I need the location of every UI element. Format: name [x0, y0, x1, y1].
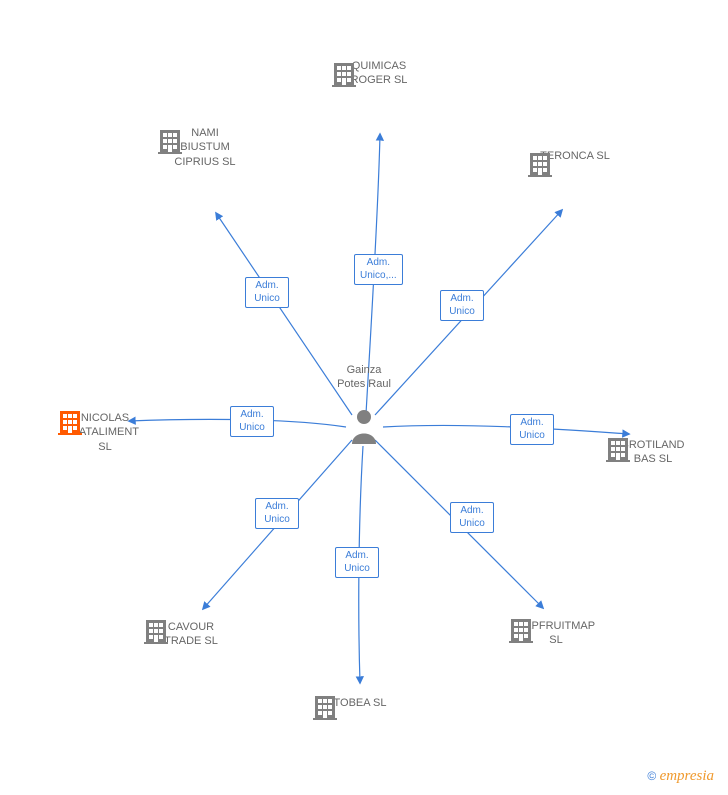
edge-label: Adm. Unico,... — [354, 254, 403, 285]
center-label-line2: Potes Raul — [337, 378, 391, 390]
center-node-label: Gainza Potes Raul — [334, 363, 394, 392]
edge-label-line: Adm. — [367, 257, 390, 268]
edge-label-line: Unico — [264, 514, 290, 525]
edge-label-line: Unico,... — [360, 270, 397, 281]
company-node-label-line: BAS SL — [634, 453, 673, 465]
edge-label: Adm. Unico — [335, 547, 379, 578]
edge-label-line: Unico — [254, 293, 280, 304]
edge-label-line: Adm. — [450, 293, 473, 304]
person-icon — [350, 408, 378, 444]
copyright-symbol: © — [647, 769, 656, 783]
edge-label-line: Adm. — [520, 417, 543, 428]
company-node-quimicas: QUIMICAS ROGER SL — [329, 59, 429, 96]
company-node-label-line: NICOLAS — [81, 412, 129, 424]
company-node-cavour: CAVOUR TRADE SL — [141, 616, 241, 649]
company-node-label-line: SL — [549, 634, 562, 646]
company-node-label-line: NAMI — [191, 127, 219, 139]
edge-label: Adm. Unico — [245, 277, 289, 308]
company-node-teronca: TERONCA SL — [525, 149, 625, 171]
copyright: © empresia — [647, 768, 714, 785]
company-node-brotiland: BROTILANDBAS SL — [603, 434, 703, 467]
edge-label-line: Unico — [344, 563, 370, 574]
edges-layer — [0, 0, 728, 795]
company-node-expfruit: EXPFRUITMAPSL — [506, 615, 606, 648]
company-node-label-line: CIPRIUS SL — [174, 156, 235, 168]
company-node-label-line: BIUSTUM — [180, 141, 230, 153]
edge-label: Adm. Unico — [440, 290, 484, 321]
edge-label-line: Unico — [519, 430, 545, 441]
network-diagram: Gainza Potes Raul QUIMICAS ROGER SL NAMI BI… — [0, 0, 728, 795]
company-node-label-line: CAVOUR — [168, 621, 214, 633]
company-node-label-line: QUIMICAS — [352, 60, 406, 72]
company-node-tobea: TOBEA SL — [310, 692, 410, 710]
center-label-line1: Gainza — [347, 364, 382, 376]
company-node-label-line: TOBEA SL — [334, 697, 387, 709]
edge-label-line: Unico — [459, 518, 485, 529]
company-node-label-line: ROGER SL — [351, 74, 408, 86]
company-node-nami: NAMI BIUSTUM CIPRIUS SL — [155, 126, 255, 177]
edge-label-line: Adm. — [460, 505, 483, 516]
edge-arrow — [216, 213, 352, 415]
edge-label: Adm. Unico — [510, 414, 554, 445]
edge-label-line: Adm. — [345, 550, 368, 561]
edge-label: Adm. Unico — [230, 406, 274, 437]
company-node-label-line: TRADE SL — [164, 635, 218, 647]
edge-label-line: Adm. — [265, 501, 288, 512]
edge-label-line: Unico — [449, 306, 475, 317]
edge-label-line: Adm. — [255, 280, 278, 291]
company-node-nicolas: NICOLASCATALIMENTSL — [55, 407, 155, 454]
edge-label-line: Adm. — [240, 409, 263, 420]
copyright-brand: empresia — [660, 768, 714, 784]
edge-label: Adm. Unico — [450, 502, 494, 533]
edge-label-line: Unico — [239, 422, 265, 433]
edge-arrow — [383, 425, 629, 434]
company-node-label-line: SL — [98, 441, 111, 453]
edge-label: Adm. Unico — [255, 498, 299, 529]
